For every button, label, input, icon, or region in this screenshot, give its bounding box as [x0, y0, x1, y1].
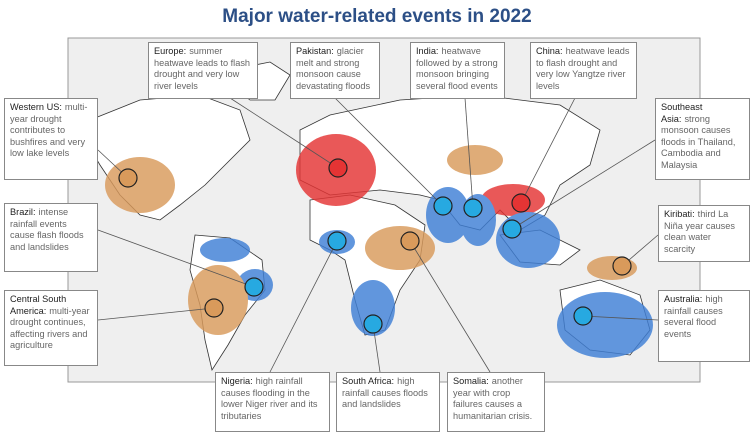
callout: Central South America: multi-year drought…: [4, 290, 98, 366]
callout-text: high rainfall causes floods and landslid…: [342, 376, 428, 409]
callout: Brazil: intense rainfall events cause fla…: [4, 203, 98, 272]
callout-region: India:: [416, 46, 439, 56]
callout-region: South Africa:: [342, 376, 395, 386]
callout-text: third La Niña year causes clean water sc…: [664, 209, 735, 254]
callout-region: Pakistan:: [296, 46, 334, 56]
callout-text: multi-year drought continues, affecting …: [10, 305, 90, 351]
leader-lines: [97, 97, 659, 373]
callout-region: Western US:: [10, 102, 62, 112]
callout-text: summer heatwave leads to flash drought a…: [154, 46, 251, 91]
callout-region: Somalia:: [453, 376, 489, 386]
callout: Pakistan: glacier melt and strong monsoon…: [290, 42, 380, 99]
callout-region: Kiribati:: [664, 209, 695, 219]
callout: Somalia: another year with crop failures …: [447, 372, 545, 432]
callout-text: high rainfall causes several flood event…: [664, 294, 723, 339]
callout: South Africa: high rainfall causes floods…: [336, 372, 440, 432]
callout-region: Australia:: [664, 294, 703, 304]
callout-text: glacier melt and strong monsoon cause de…: [296, 46, 371, 91]
callout-region: Europe:: [154, 46, 187, 56]
title: Major water-related events in 2022: [222, 6, 532, 27]
callout-text: intense rainfall events cause flash floo…: [10, 207, 84, 252]
callout: Western US: multi-year drought contribute…: [4, 98, 98, 180]
callout: Kiribati: third La Niña year causes clean…: [658, 205, 750, 262]
callout-region: China:: [536, 46, 563, 56]
callout: Europe: summer heatwave leads to flash dr…: [148, 42, 258, 99]
callout: China: heatwave leads to flash drought an…: [530, 42, 637, 99]
callout-region: Southeast Asia:: [661, 102, 703, 124]
event-icons: [118, 158, 632, 334]
callout: Nigeria: high rainfall causes flooding in…: [215, 372, 330, 432]
callout-text: multi-year drought contributes to bushfi…: [10, 102, 88, 158]
callout-text: high rainfall causes flooding in the low…: [221, 376, 318, 421]
callout: Australia: high rainfall causes several f…: [658, 290, 750, 362]
callout-text: another year with crop failures causes a…: [453, 376, 533, 421]
callout: Southeast Asia: strong monsoon causes flo…: [655, 98, 750, 180]
callout-text: heatwave leads to flash drought and very…: [536, 46, 630, 91]
callout-text: heatwave followed by a strong monsoon br…: [416, 46, 498, 91]
callout-text: strong monsoon causes floods in Thailand…: [661, 113, 736, 170]
callout-region: Central South America:: [10, 294, 67, 316]
callout-region: Brazil:: [10, 207, 36, 217]
callout-region: Nigeria:: [221, 376, 253, 386]
callout: India: heatwave followed by a strong mons…: [410, 42, 505, 99]
